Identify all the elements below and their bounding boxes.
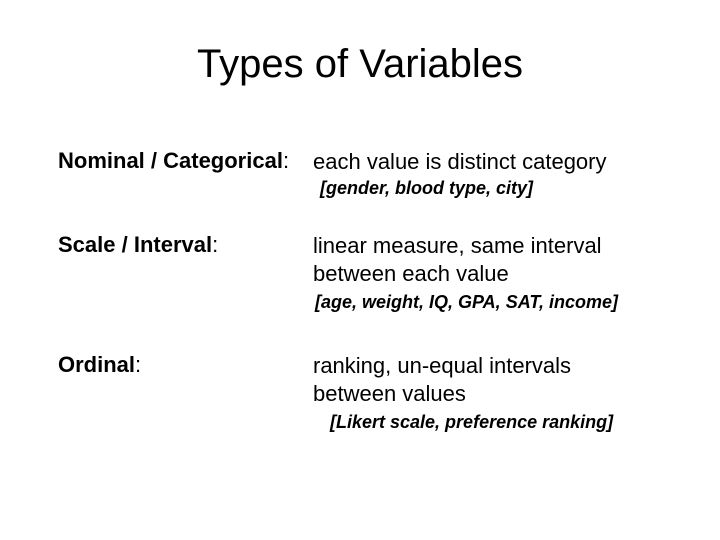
examples-ordinal: [Likert scale, preference ranking] xyxy=(330,412,613,433)
term-scale: Scale / Interval: xyxy=(58,232,313,258)
term-nominal-colon: : xyxy=(283,148,289,173)
term-scale-label: Scale / Interval xyxy=(58,232,212,257)
term-nominal: Nominal / Categorical: xyxy=(58,148,313,174)
row-scale: Scale / Interval: linear measure, same i… xyxy=(58,232,668,287)
term-ordinal: Ordinal: xyxy=(58,352,313,378)
term-ordinal-label: Ordinal xyxy=(58,352,135,377)
term-scale-colon: : xyxy=(212,232,218,257)
row-ordinal: Ordinal: ranking, un-equal intervals bet… xyxy=(58,352,668,407)
term-ordinal-colon: : xyxy=(135,352,141,377)
desc-nominal: each value is distinct category xyxy=(313,148,607,176)
term-nominal-label: Nominal / Categorical xyxy=(58,148,283,173)
examples-scale: [age, weight, IQ, GPA, SAT, income] xyxy=(315,292,618,313)
desc-ordinal: ranking, un-equal intervals between valu… xyxy=(313,352,653,407)
slide: Types of Variables Nominal / Categorical… xyxy=(0,0,720,540)
slide-title: Types of Variables xyxy=(0,42,720,87)
row-nominal: Nominal / Categorical: each value is dis… xyxy=(58,148,668,176)
desc-scale: linear measure, same interval between ea… xyxy=(313,232,653,287)
examples-nominal: [gender, blood type, city] xyxy=(320,178,533,199)
